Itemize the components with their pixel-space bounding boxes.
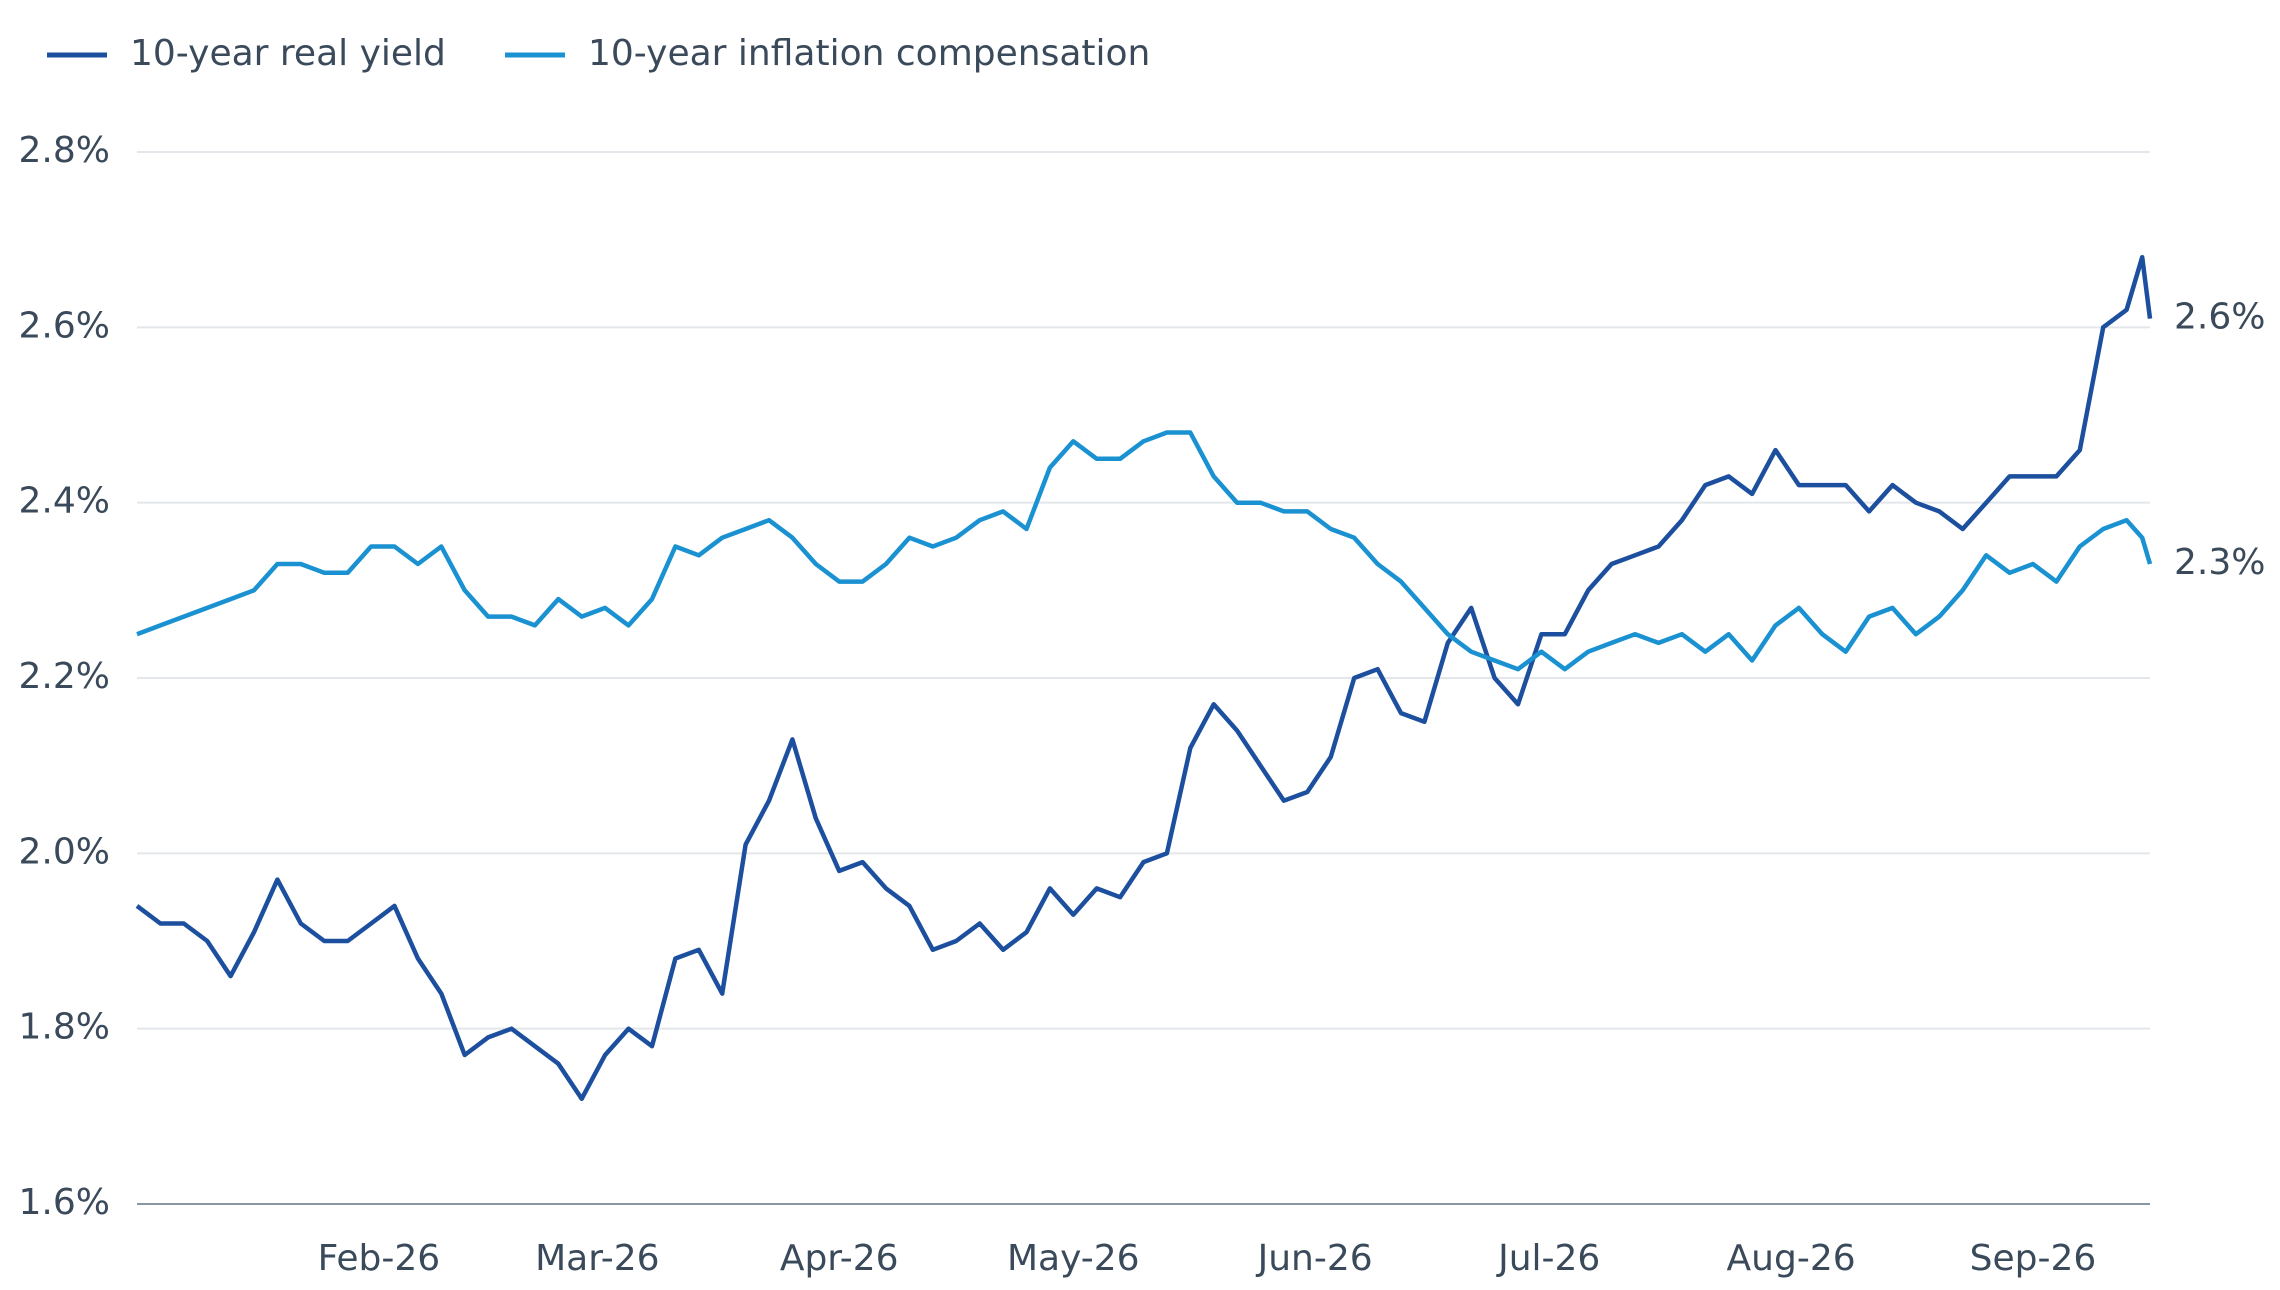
x-tick-label: Jun-26 [1256,1238,1373,1279]
x-tick-label: Sep-26 [1970,1238,2097,1279]
y-tick-label: 2.4% [19,481,110,522]
legend-label: 10-year inflation compensation [588,33,1150,74]
series-line [136,430,2153,672]
y-tick-label: 2.2% [19,656,110,697]
end-label: 2.6% [2174,297,2265,338]
x-tick-label: Apr-26 [780,1238,899,1279]
x-tick-label: Aug-26 [1727,1238,1856,1279]
x-tick-label: Jul-26 [1496,1238,1600,1279]
y-tick-label: 1.6% [19,1182,110,1223]
x-tick-label: Mar-26 [535,1238,659,1279]
x-tick-label: Feb-26 [318,1238,441,1279]
y-tick-label: 1.8% [19,1007,110,1048]
y-tick-label: 2.8% [19,130,110,171]
y-tick-label: 2.6% [19,305,110,346]
series-line [135,254,2153,1102]
x-tick-label: May-26 [1007,1238,1140,1279]
y-tick-label: 2.0% [19,831,110,872]
end-label: 2.3% [2174,542,2265,583]
legend-label: 10-year real yield [130,33,446,74]
